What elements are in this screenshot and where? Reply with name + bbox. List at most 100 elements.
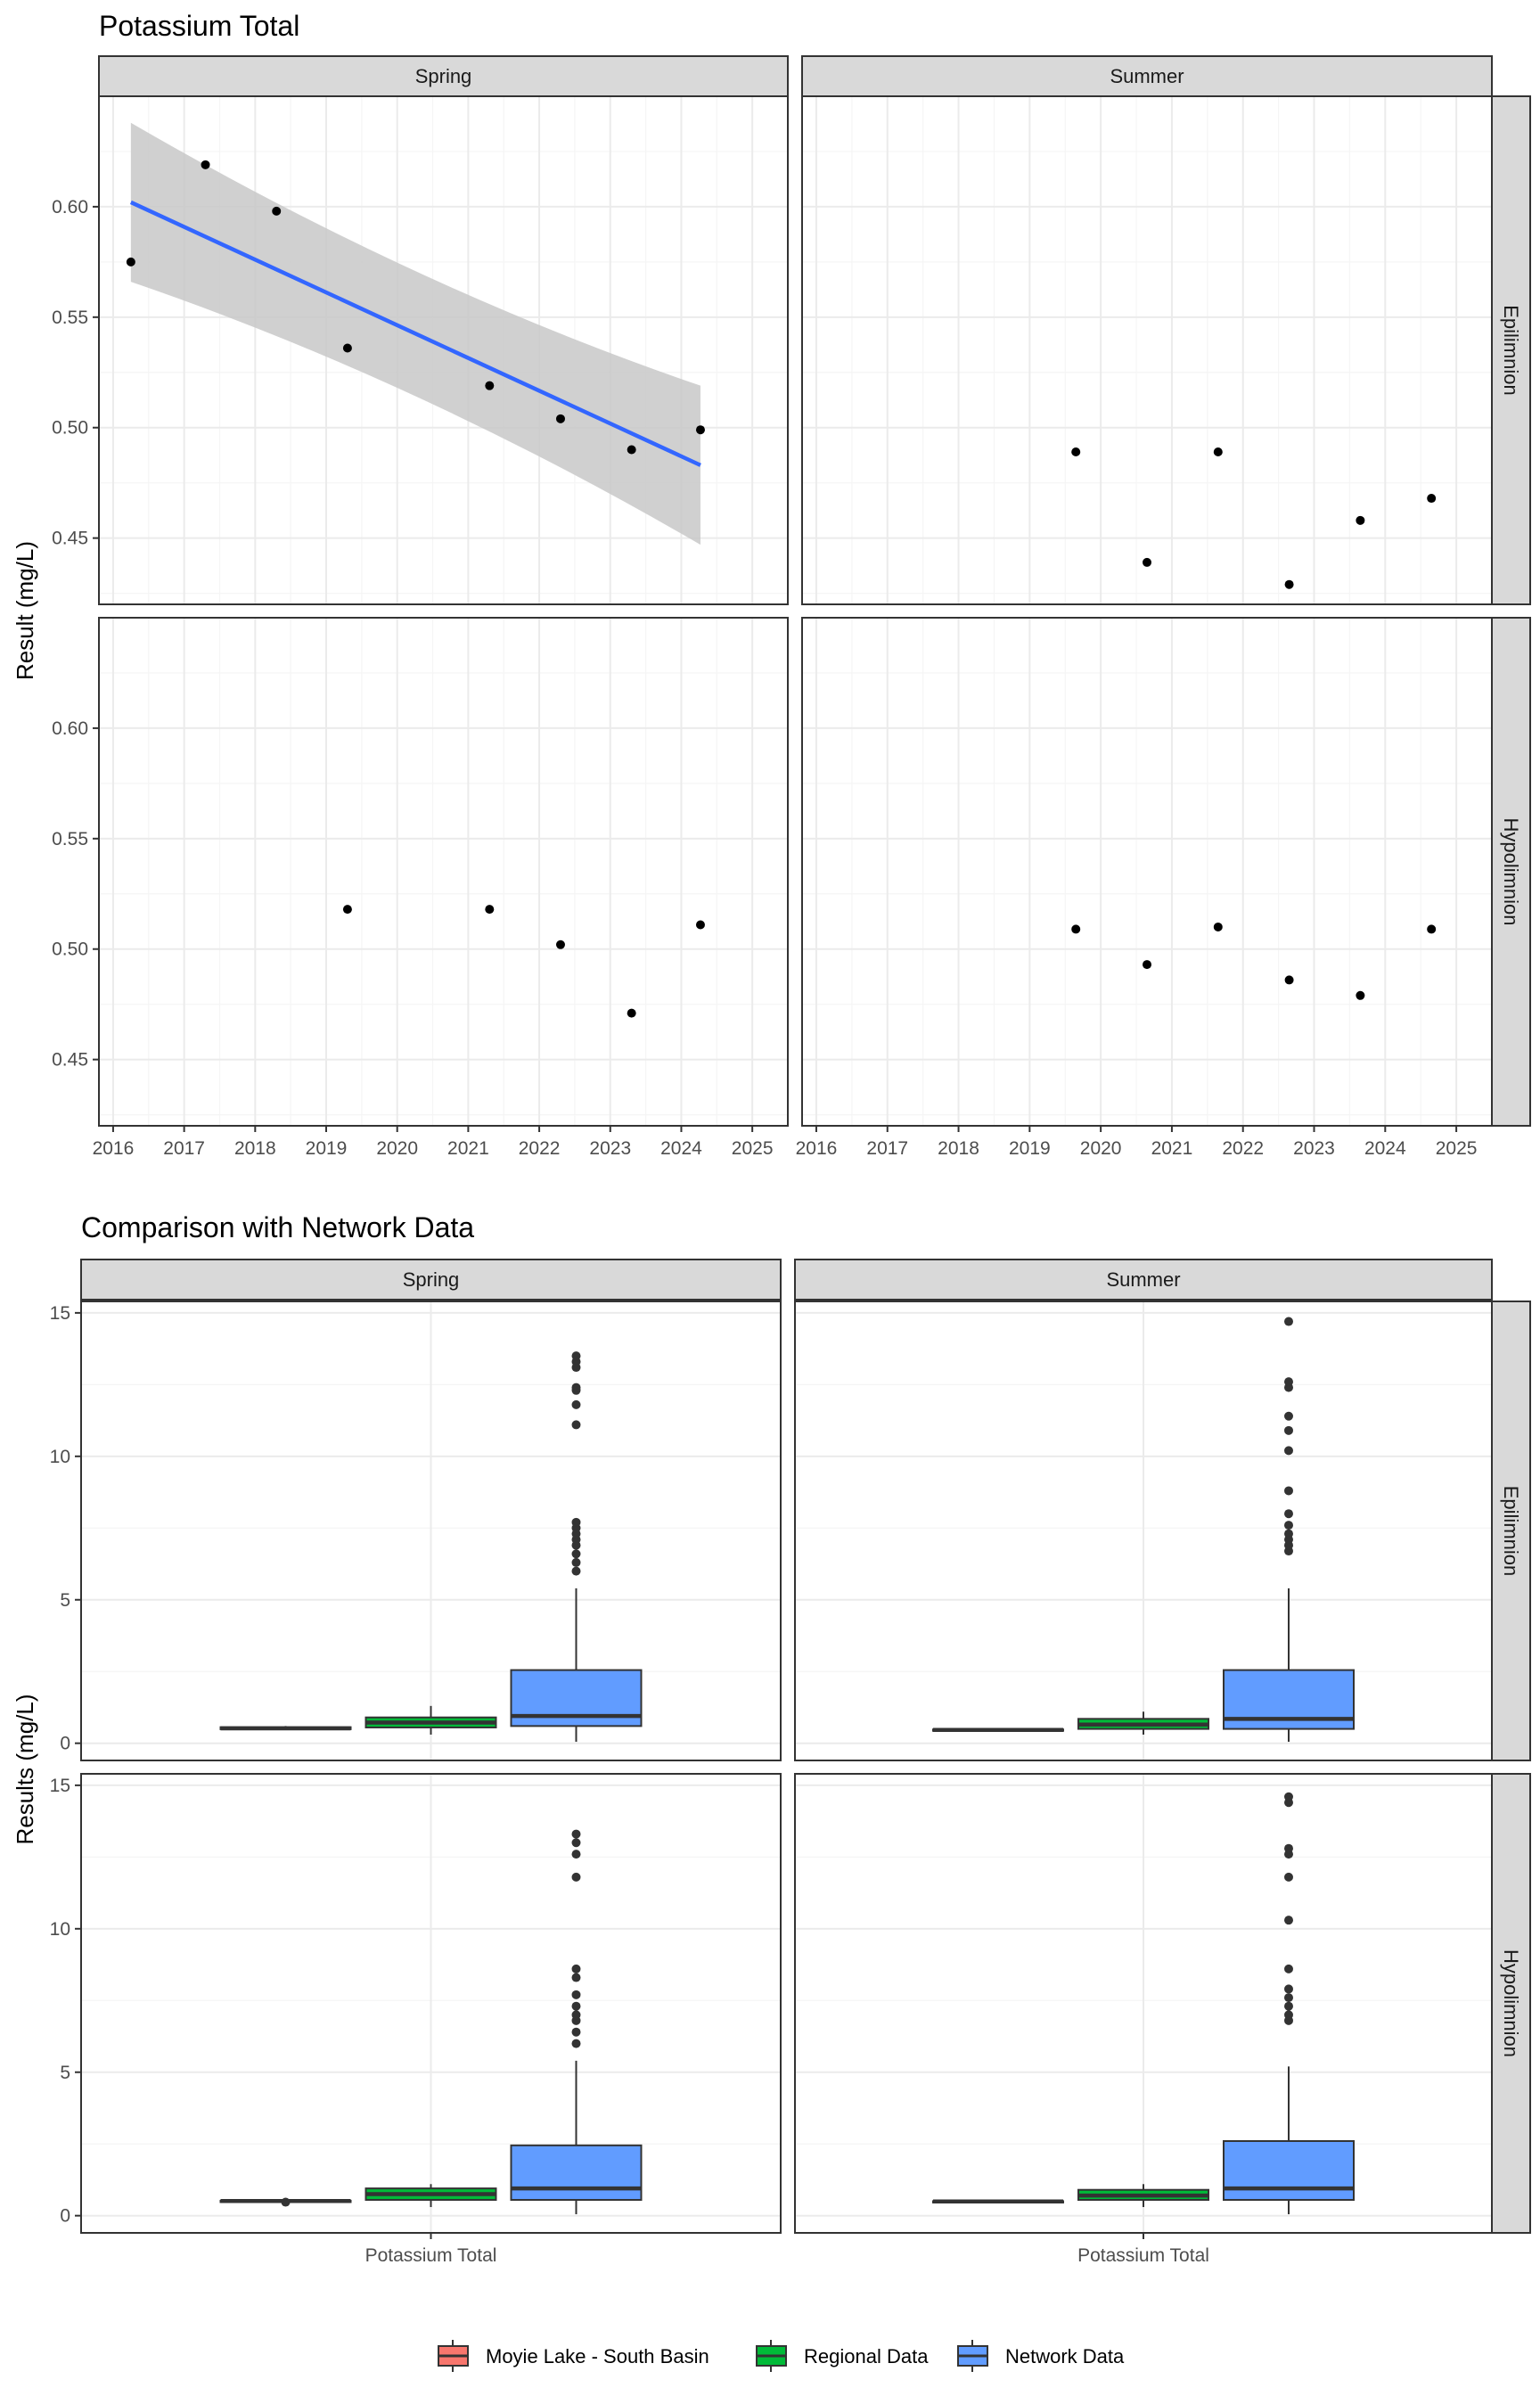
outlier-point bbox=[571, 1383, 581, 1392]
outlier-point bbox=[1284, 1529, 1293, 1539]
outlier-point bbox=[1284, 1425, 1293, 1435]
box-regional-data bbox=[365, 1705, 497, 1735]
x-tick-label: 2016 bbox=[93, 1138, 135, 1159]
strip-hypolimnion bbox=[1491, 617, 1531, 1127]
x-tick-label: 2022 bbox=[1222, 1138, 1264, 1159]
y-tick-label: 10 bbox=[50, 1447, 70, 1467]
data-point bbox=[695, 920, 705, 930]
box-body bbox=[1223, 2140, 1355, 2201]
y-tick-label: 0 bbox=[60, 2206, 70, 2227]
data-point bbox=[1356, 515, 1365, 525]
y-tick-label: 0.45 bbox=[52, 1050, 88, 1071]
panel-summer-hypolimnion bbox=[932, 1792, 1355, 2215]
outlier-point bbox=[1284, 2001, 1293, 2011]
strip-label-spring: Spring bbox=[415, 65, 472, 87]
outlier-point bbox=[571, 1420, 581, 1430]
panel-background bbox=[99, 618, 788, 1126]
outlier-point bbox=[1284, 1446, 1293, 1456]
x-tick-label: 2021 bbox=[1151, 1138, 1193, 1159]
y-tick-label: 0.50 bbox=[52, 418, 88, 439]
box-network-data bbox=[510, 1351, 643, 1743]
panel-background bbox=[802, 96, 1492, 604]
data-point bbox=[485, 381, 495, 390]
x-tick-label: 2023 bbox=[1293, 1138, 1335, 1159]
strip-label-summer: Summer bbox=[1106, 1268, 1180, 1291]
x-tick-label: 2023 bbox=[589, 1138, 631, 1159]
x-tick-label: 2017 bbox=[163, 1138, 205, 1159]
data-point bbox=[485, 905, 495, 915]
box-moyie-lake-south-basin bbox=[932, 1727, 1064, 1732]
outlier-point bbox=[1284, 1509, 1293, 1519]
x-tick-label: 2021 bbox=[447, 1138, 489, 1159]
outlier-point bbox=[1284, 1984, 1293, 1994]
x-tick-label: 2018 bbox=[234, 1138, 276, 1159]
data-point bbox=[1284, 975, 1294, 985]
boxplot-chart: Comparison with Network Data Spring Summer… bbox=[12, 1211, 1531, 2372]
outlier-point bbox=[571, 1351, 581, 1361]
panel-summer-epilimnion bbox=[932, 1317, 1355, 1743]
strip-label-epilimnion: Epilimnion bbox=[1500, 305, 1522, 396]
outlier-point bbox=[1284, 1377, 1293, 1387]
data-point bbox=[1427, 494, 1437, 504]
data-point bbox=[342, 343, 352, 353]
data-point bbox=[1143, 960, 1151, 970]
panel-background bbox=[802, 618, 1492, 1126]
legend-item-network-data: Network Data bbox=[957, 2340, 1125, 2372]
data-point bbox=[1071, 447, 1081, 456]
data-point bbox=[627, 445, 636, 455]
legend: Moyie Lake - South Basin Regional Data Net… bbox=[438, 2340, 1125, 2372]
panel-spring-hypolimnion bbox=[342, 905, 705, 1018]
outlier-point bbox=[1284, 1872, 1293, 1882]
data-point bbox=[342, 905, 352, 915]
data-point bbox=[201, 160, 210, 169]
outlier-point bbox=[571, 1850, 581, 1859]
outlier-point bbox=[571, 2001, 581, 2011]
legend-label: Network Data bbox=[1005, 2345, 1125, 2367]
outlier-point bbox=[1284, 1916, 1293, 1925]
outlier-point bbox=[571, 1964, 581, 1973]
x-tick-label: 2024 bbox=[660, 1138, 702, 1159]
x-tick-label: 2018 bbox=[938, 1138, 979, 1159]
outlier-point bbox=[571, 2039, 581, 2048]
strip-label-spring: Spring bbox=[403, 1268, 460, 1291]
y-tick-label: 0.60 bbox=[52, 718, 88, 739]
box-network-data bbox=[1223, 1317, 1355, 1743]
x-tick-label: 2022 bbox=[519, 1138, 561, 1159]
outlier-point bbox=[571, 1829, 581, 1839]
outlier-point bbox=[1284, 1993, 1293, 2003]
outlier-point bbox=[571, 1566, 581, 1576]
outlier-point bbox=[571, 1549, 581, 1559]
data-point bbox=[555, 414, 565, 423]
x-tick-label: 2016 bbox=[796, 1138, 838, 1159]
outlier-point bbox=[1284, 1317, 1293, 1326]
legend-item-regional-data: Regional Data bbox=[756, 2340, 929, 2372]
outlier-point bbox=[1284, 1411, 1293, 1421]
box-moyie-lake-south-basin bbox=[932, 2199, 1064, 2204]
strip-label-epilimnion: Epilimnion bbox=[1500, 1486, 1522, 1577]
x-tick-label: Potassium Total bbox=[365, 2245, 497, 2266]
data-point bbox=[1213, 922, 1223, 931]
strip-spring bbox=[98, 55, 789, 97]
outlier-point bbox=[571, 2010, 581, 2020]
x-tick-label: 2019 bbox=[306, 1138, 348, 1159]
box-body bbox=[510, 2144, 643, 2201]
y-tick-label: 0.55 bbox=[52, 308, 88, 328]
box-network-data bbox=[1223, 1792, 1355, 2215]
data-point bbox=[126, 257, 135, 267]
x-tick-label: 2017 bbox=[866, 1138, 908, 1159]
outlier-point bbox=[1284, 1792, 1293, 1801]
panel-summer-hypolimnion bbox=[1071, 922, 1437, 1000]
data-point bbox=[695, 425, 705, 435]
x-tick-label: 2025 bbox=[732, 1138, 774, 1159]
x-tick-label: 2020 bbox=[376, 1138, 418, 1159]
strip-summer bbox=[794, 1259, 1493, 1301]
outlier-point bbox=[281, 2197, 291, 2207]
y-tick-label: 0 bbox=[60, 1734, 70, 1754]
box-moyie-lake-south-basin bbox=[219, 2197, 352, 2207]
strip-label-hypolimnion: Hypolimnion bbox=[1500, 817, 1522, 925]
data-point bbox=[1143, 557, 1151, 567]
strip-label-summer: Summer bbox=[1110, 65, 1184, 87]
data-point bbox=[1356, 990, 1365, 1000]
legend-label: Regional Data bbox=[804, 2345, 929, 2367]
